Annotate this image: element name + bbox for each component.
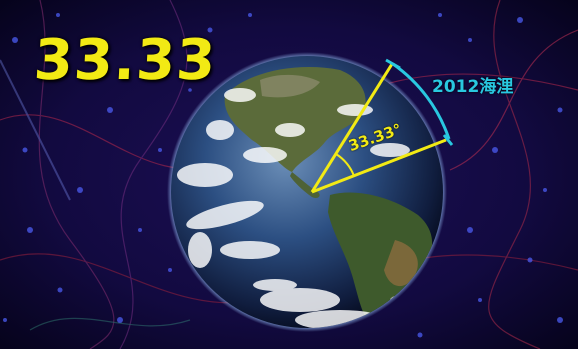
angle-arc-small [335, 153, 355, 177]
bokeh-dots [3, 13, 563, 338]
distance-label: 2012海浬 [432, 77, 514, 97]
north-america-landmass [224, 67, 366, 172]
angle-ray-upper [310, 63, 394, 193]
angle-ray-lower [311, 138, 447, 194]
earth-globe [167, 52, 447, 332]
headline-number: 33.33 [32, 28, 218, 93]
distance-arc [392, 62, 451, 140]
south-america-landmass [328, 192, 433, 325]
angle-diagram [310, 58, 454, 194]
